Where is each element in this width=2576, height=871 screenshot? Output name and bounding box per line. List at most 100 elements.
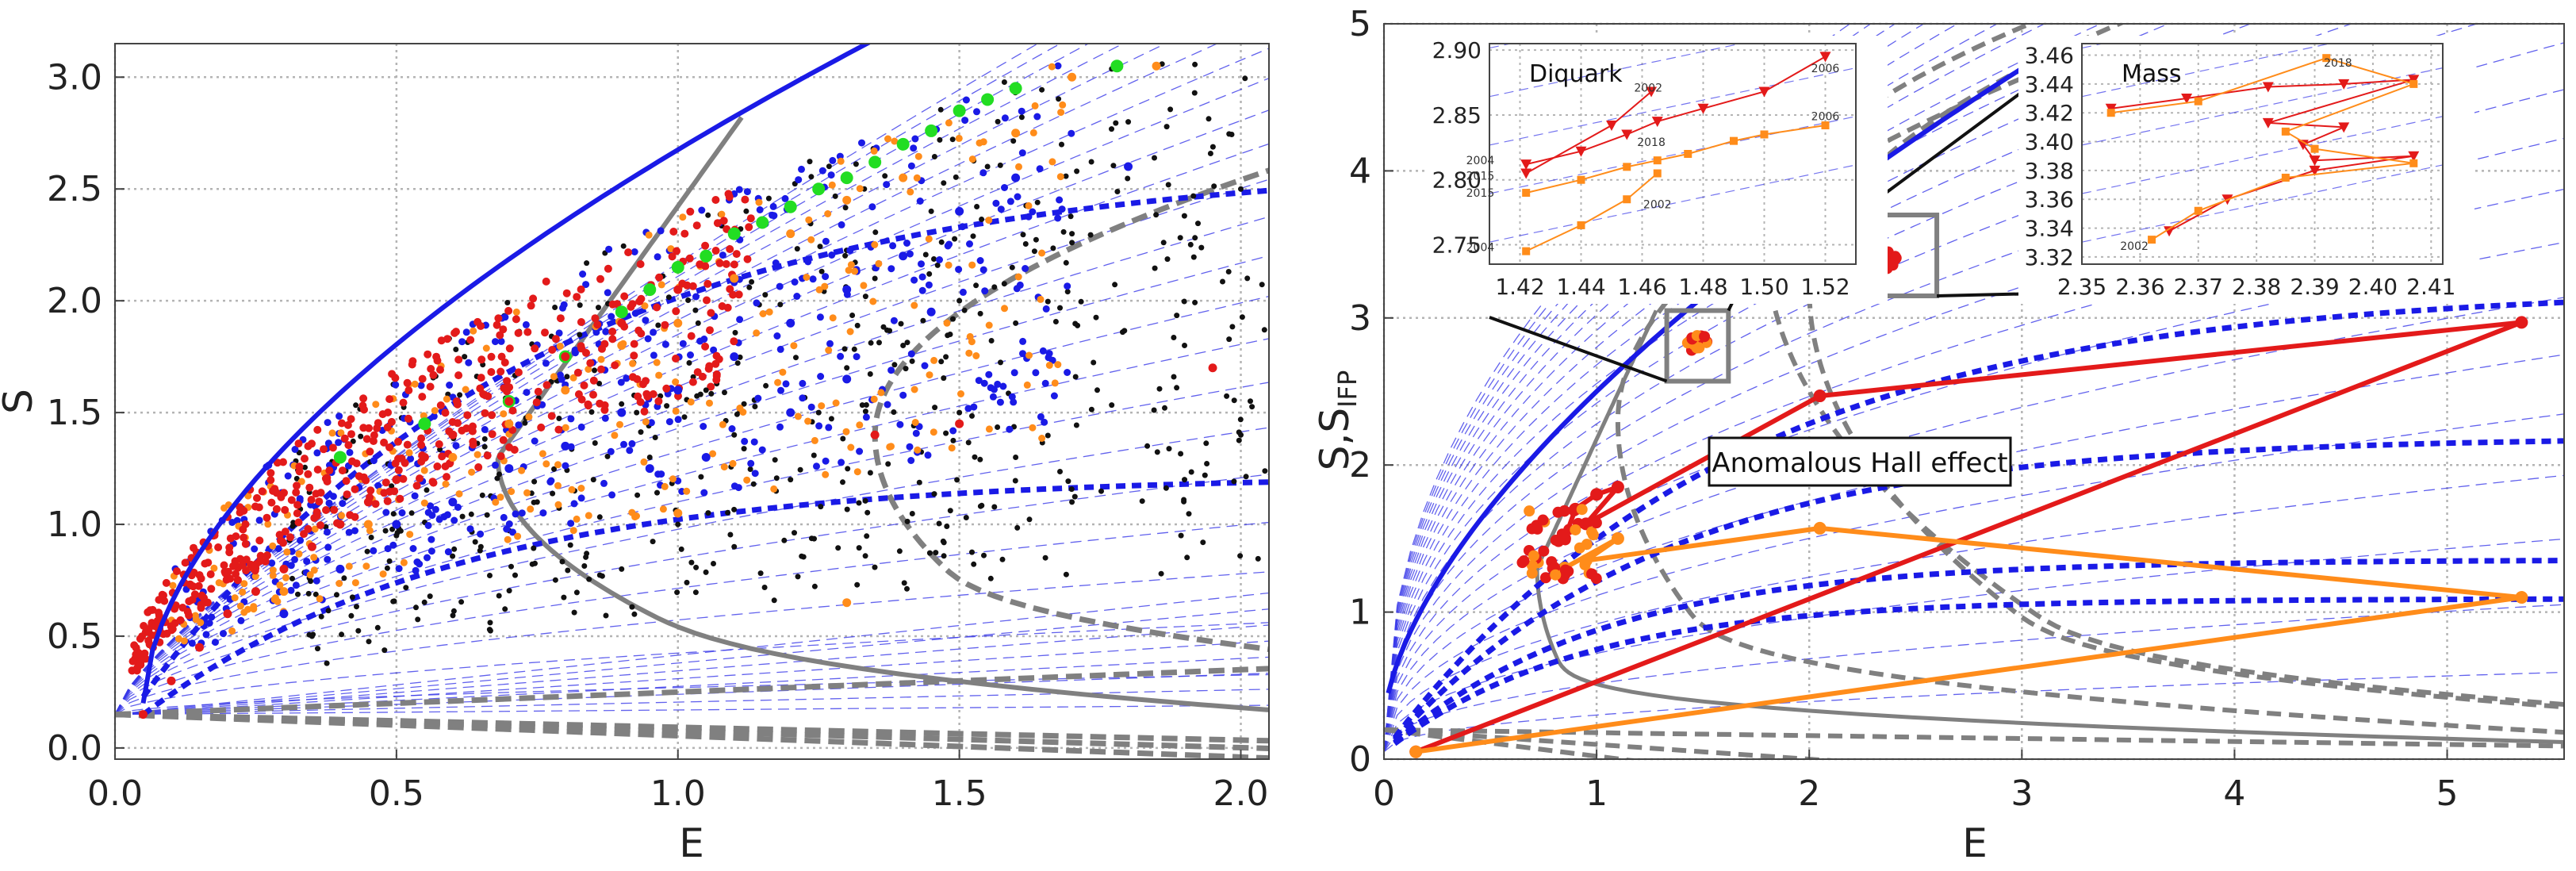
- left-point-orange: [1068, 72, 1077, 82]
- left-point-blue: [466, 525, 474, 533]
- left-point-blue: [424, 554, 431, 562]
- left-point-black: [1220, 278, 1225, 285]
- left-point-blue: [570, 500, 578, 508]
- left-point-black: [965, 439, 972, 446]
- left-point-blue: [973, 108, 980, 116]
- left-point-black: [1056, 96, 1062, 102]
- left-point-black: [864, 533, 870, 539]
- left-point-red: [500, 359, 509, 366]
- left-point-black: [763, 382, 769, 389]
- left-point-orange: [837, 157, 845, 165]
- left-point-black: [1186, 511, 1192, 517]
- left-point-red: [181, 558, 190, 567]
- left-point-blue: [804, 258, 812, 266]
- inset-mass-background-line: [2082, 164, 2443, 243]
- left-point-blue: [751, 470, 759, 478]
- left-point-red: [688, 378, 697, 386]
- left-point-black: [1013, 320, 1019, 326]
- left-point-orange: [829, 314, 837, 322]
- left-point-black: [703, 569, 709, 575]
- left-point-blue: [918, 273, 926, 281]
- left-point-black: [532, 560, 538, 566]
- left-point-red: [448, 430, 458, 439]
- left-point-black: [937, 136, 943, 143]
- left-point-black: [920, 317, 926, 324]
- left-point-black: [1001, 79, 1007, 85]
- left-point-blue: [1064, 369, 1071, 376]
- left-point-blue: [772, 259, 780, 267]
- right-background-curve: [1384, 24, 2170, 752]
- left-point-blue: [497, 337, 505, 345]
- left-point-black: [382, 528, 389, 534]
- left-point-blue: [325, 499, 333, 507]
- left-point-blue: [889, 242, 897, 250]
- left-point-black: [697, 391, 703, 397]
- left-point-orange: [683, 487, 691, 495]
- left-point-black: [512, 572, 518, 578]
- left-point-blue: [562, 462, 569, 470]
- left-point-black: [684, 579, 690, 585]
- left-point-red: [403, 440, 412, 449]
- inset-mass-ytick-label: 3.36: [2025, 186, 2074, 213]
- left-point-black: [928, 208, 934, 214]
- left-point-blue: [926, 307, 936, 317]
- right-xtick-label: 0: [1373, 773, 1395, 814]
- left-point-orange: [661, 482, 669, 490]
- left-point-orange: [911, 419, 919, 426]
- left-point-blue: [657, 227, 665, 235]
- left-point-orange: [1038, 249, 1046, 257]
- left-point-red: [577, 344, 586, 353]
- left-point-red: [426, 382, 435, 391]
- left-point-blue: [996, 398, 1004, 406]
- left-point-orange: [945, 119, 953, 127]
- left-point-black: [971, 561, 977, 567]
- inset-diquark-xtick-label: 1.46: [1617, 274, 1666, 300]
- left-point-blue: [991, 386, 998, 393]
- left-point-black: [947, 508, 953, 514]
- inset-diquark-series-marker: [1522, 189, 1531, 198]
- left-point-blue: [458, 338, 466, 346]
- left-blue-envelope: [140, 44, 872, 704]
- left-point-black: [1171, 335, 1177, 340]
- inset-mass-series-marker: [2262, 82, 2274, 93]
- left-point-black: [1165, 182, 1171, 188]
- left-point-black: [1195, 221, 1201, 227]
- left-point-red: [628, 300, 637, 309]
- left-point-orange: [406, 531, 414, 539]
- left-point-black: [551, 466, 557, 472]
- left-point-orange: [310, 566, 318, 574]
- inset-mass-series-marker: [2194, 97, 2202, 106]
- right-cluster-point: [1699, 331, 1711, 343]
- left-point-black: [629, 604, 635, 610]
- left-point-orange: [1023, 381, 1031, 389]
- left-point-blue: [389, 541, 397, 549]
- right-background-curve: [1384, 24, 2252, 752]
- left-point-black: [1160, 240, 1167, 246]
- left-point-blue: [500, 513, 508, 521]
- left-point-blue: [370, 547, 378, 554]
- left-point-orange: [269, 566, 277, 574]
- left-point-black: [950, 437, 956, 443]
- left-point-blue: [776, 282, 784, 290]
- left-point-red: [496, 367, 505, 376]
- left-point-blue: [1014, 193, 1022, 201]
- left-point-orange: [337, 429, 345, 437]
- left-point-orange: [669, 475, 677, 483]
- left-point-blue: [730, 352, 739, 362]
- left-point-orange: [640, 458, 648, 466]
- left-point-red: [304, 524, 312, 533]
- left-point-blue: [842, 374, 852, 384]
- left-point-red: [448, 418, 457, 426]
- left-point-red: [194, 643, 204, 652]
- left-point-black: [862, 294, 868, 300]
- left-point-orange: [910, 386, 918, 393]
- left-point-blue: [747, 459, 755, 467]
- left-point-blue: [654, 253, 661, 261]
- left-point-blue: [284, 472, 292, 480]
- left-point-blue: [1022, 265, 1029, 272]
- left-point-black: [956, 409, 963, 416]
- left-point-black: [688, 559, 695, 566]
- left-point-black: [734, 411, 740, 417]
- left-point-orange: [930, 356, 938, 364]
- left-point-red: [325, 466, 334, 475]
